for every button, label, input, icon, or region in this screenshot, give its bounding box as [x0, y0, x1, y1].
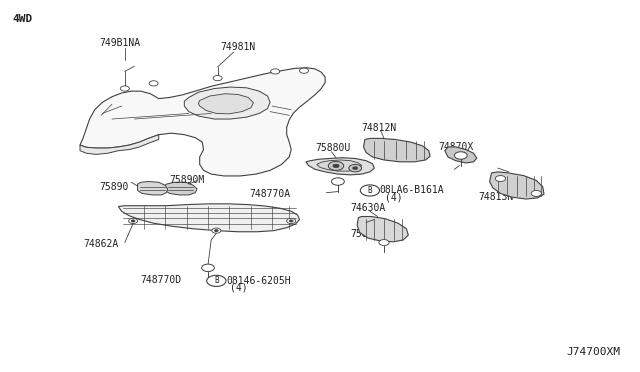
Circle shape: [332, 178, 344, 185]
Text: 74813N: 74813N: [479, 192, 514, 202]
Polygon shape: [138, 182, 168, 195]
Text: 74630A: 74630A: [351, 203, 386, 213]
Text: 75890: 75890: [99, 182, 129, 192]
Circle shape: [328, 161, 344, 170]
Circle shape: [300, 68, 308, 73]
Circle shape: [454, 152, 467, 159]
Text: 748770D: 748770D: [141, 275, 182, 285]
Circle shape: [129, 218, 138, 224]
Polygon shape: [357, 217, 408, 242]
Text: 08LA6-B161A: 08LA6-B161A: [380, 186, 444, 195]
Circle shape: [349, 164, 362, 172]
Polygon shape: [364, 138, 430, 162]
Text: 75890M: 75890M: [170, 176, 205, 185]
Circle shape: [202, 264, 214, 272]
Circle shape: [495, 176, 506, 182]
Text: 74812N: 74812N: [362, 124, 397, 133]
Circle shape: [271, 69, 280, 74]
Text: (4): (4): [230, 283, 248, 292]
Polygon shape: [317, 160, 362, 171]
Polygon shape: [80, 68, 325, 176]
Circle shape: [333, 164, 339, 168]
Polygon shape: [306, 158, 374, 175]
Polygon shape: [490, 172, 544, 199]
Text: J74700XM: J74700XM: [567, 347, 621, 357]
Circle shape: [120, 86, 129, 91]
Polygon shape: [118, 204, 300, 232]
Text: B: B: [367, 186, 372, 195]
Text: 75899: 75899: [351, 230, 380, 239]
Text: 74862A: 74862A: [83, 239, 118, 248]
Circle shape: [353, 167, 358, 170]
Circle shape: [287, 218, 296, 224]
Polygon shape: [165, 182, 197, 195]
Circle shape: [207, 275, 226, 286]
Text: 749B1NA: 749B1NA: [99, 38, 140, 48]
Text: 08146-6205H: 08146-6205H: [226, 276, 291, 286]
Text: 74870X: 74870X: [438, 142, 474, 152]
Polygon shape: [184, 87, 270, 119]
Polygon shape: [80, 135, 159, 154]
Text: 4WD: 4WD: [13, 14, 33, 23]
Text: (4): (4): [385, 192, 403, 202]
Text: 748770A: 748770A: [250, 189, 291, 199]
Circle shape: [214, 230, 218, 232]
Text: 74981N: 74981N: [221, 42, 256, 51]
Circle shape: [131, 220, 135, 222]
Text: 75880U: 75880U: [315, 143, 350, 153]
Circle shape: [213, 76, 222, 81]
Circle shape: [212, 228, 221, 233]
Circle shape: [360, 185, 380, 196]
Polygon shape: [445, 147, 477, 163]
Text: B: B: [214, 276, 219, 285]
Circle shape: [379, 240, 389, 246]
Circle shape: [149, 81, 158, 86]
Polygon shape: [198, 94, 253, 114]
Circle shape: [289, 220, 293, 222]
Circle shape: [531, 190, 541, 196]
